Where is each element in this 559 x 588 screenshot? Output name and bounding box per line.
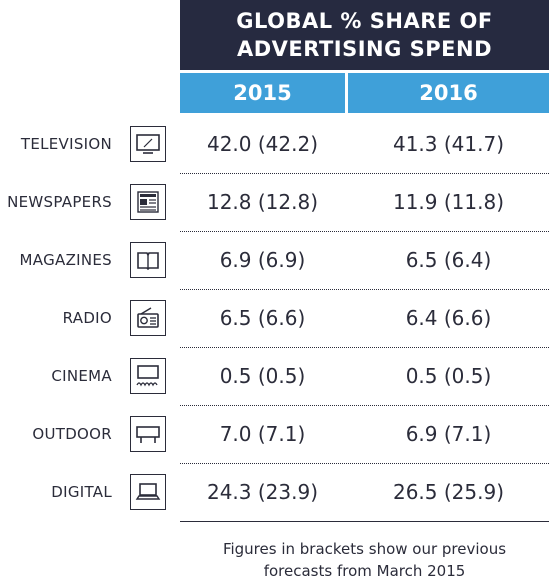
row-label: TELEVISION (20, 135, 112, 153)
row-label: NEWSPAPERS (7, 193, 112, 211)
row-label: MAGAZINES (19, 251, 112, 269)
column-header-2015: 2015 (180, 73, 345, 113)
footnote: Figures in brackets show our previous fo… (180, 538, 549, 582)
row-divider (180, 521, 549, 522)
table-row-radio: RADIO 6.5 (6.6) 6.4 (6.6) (0, 289, 559, 347)
value-cell-2016: 41.3 (41.7) (392, 132, 505, 156)
value-cell-2016: 11.9 (11.8) (392, 190, 505, 214)
value-cell-2015: 7.0 (7.1) (219, 422, 306, 446)
row-divider (180, 231, 549, 232)
footnote-line-2: forecasts from March 2015 (263, 562, 466, 580)
footnote-line-1: Figures in brackets show our previous (222, 540, 507, 558)
value-cell-2015: 6.5 (6.6) (219, 306, 306, 330)
table-row-newspapers: NEWSPAPERS 12.8 (12.8) 11.9 (11.8) (0, 173, 559, 231)
row-divider (180, 173, 549, 174)
row-label: DIGITAL (51, 483, 112, 501)
value-cell-2016: 0.5 (0.5) (405, 364, 492, 388)
row-divider (180, 463, 549, 464)
value-cell-2015: 24.3 (23.9) (206, 480, 319, 504)
value-cell-2015: 12.8 (12.8) (206, 190, 319, 214)
billboard-icon (130, 416, 166, 452)
row-label: OUTDOOR (32, 425, 112, 443)
chart-title: GLOBAL % SHARE OF ADVERTISING SPEND (180, 0, 549, 70)
value-cell-2016: 6.5 (6.4) (405, 248, 492, 272)
value-cell-2016: 26.5 (25.9) (392, 480, 505, 504)
cinema-icon (130, 358, 166, 394)
row-divider (180, 347, 549, 348)
radio-icon (130, 300, 166, 336)
chart-title-line-1: GLOBAL % SHARE OF (236, 9, 493, 33)
table-row-magazines: MAGAZINES 6.9 (6.9) 6.5 (6.4) (0, 231, 559, 289)
row-divider (180, 405, 549, 406)
table-row-cinema: CINEMA 0.5 (0.5) 0.5 (0.5) (0, 347, 559, 405)
column-header-2016: 2016 (348, 73, 549, 113)
value-cell-2016: 6.4 (6.6) (405, 306, 492, 330)
row-divider (180, 289, 549, 290)
value-cell-2015: 42.0 (42.2) (206, 132, 319, 156)
laptop-icon (130, 474, 166, 510)
row-label: CINEMA (51, 367, 112, 385)
magazine-icon (130, 242, 166, 278)
value-cell-2016: 6.9 (7.1) (405, 422, 492, 446)
value-cell-2015: 6.9 (6.9) (219, 248, 306, 272)
newspaper-icon (130, 184, 166, 220)
table-row-digital: DIGITAL 24.3 (23.9) 26.5 (25.9) (0, 463, 559, 521)
table-row-television: TELEVISION 42.0 (42.2) 41.3 (41.7) (0, 115, 559, 173)
value-cell-2015: 0.5 (0.5) (219, 364, 306, 388)
chart-title-line-2: ADVERTISING SPEND (236, 37, 493, 61)
row-label: RADIO (62, 309, 112, 327)
television-icon (130, 126, 166, 162)
table-row-outdoor: OUTDOOR 7.0 (7.1) 6.9 (7.1) (0, 405, 559, 463)
